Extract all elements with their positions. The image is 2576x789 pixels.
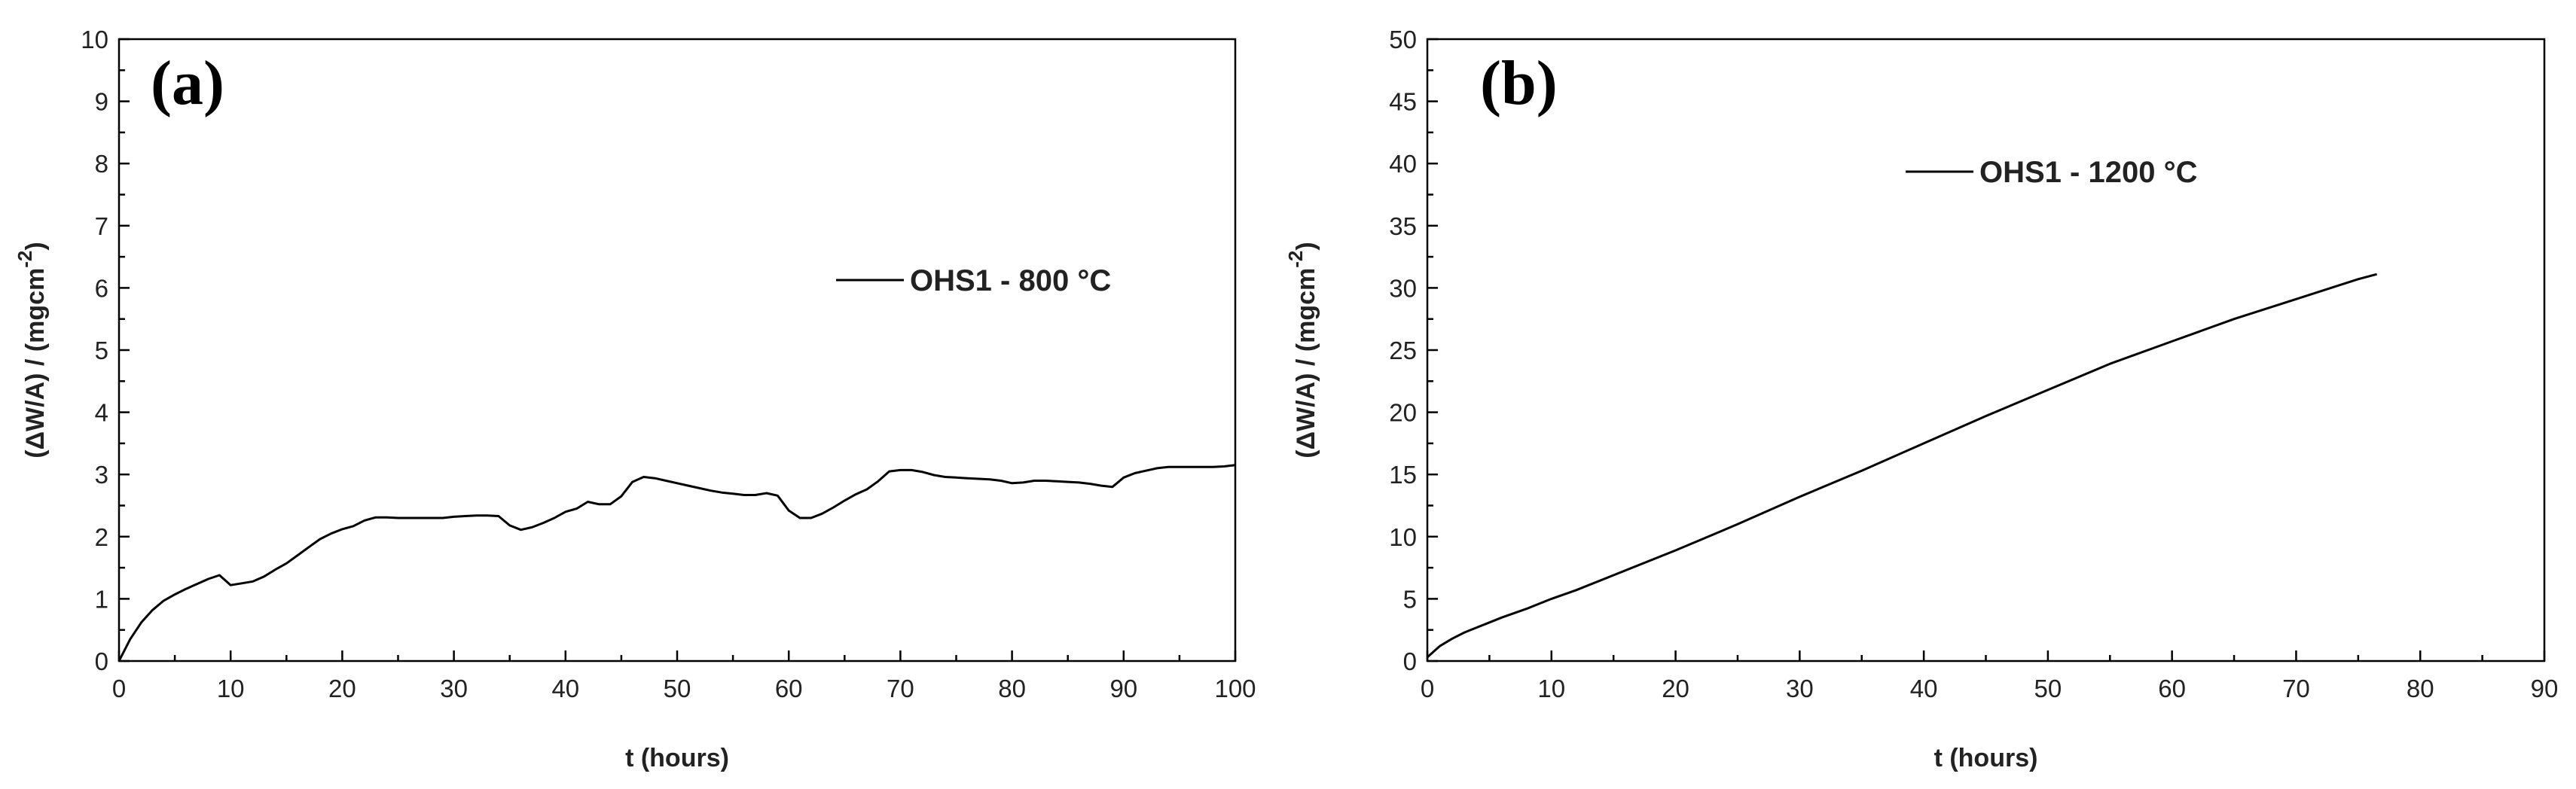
data-series-line — [118, 464, 1236, 662]
data-series-line — [1426, 273, 2377, 659]
x-tick-label: 0 — [112, 675, 126, 702]
y-tick-label: 50 — [1389, 26, 1417, 53]
chart-panel-b: 0 10 20 30 40 50 60 70 80 90 0 5 10 15 20 25 30 35 40 45 50 t… — [1284, 26, 2558, 772]
x-tick-label: 60 — [775, 675, 803, 702]
x-tick-label: 50 — [2034, 675, 2062, 702]
plot-frame — [1426, 38, 2546, 663]
x-tick-label: 10 — [217, 675, 245, 702]
y-tick-label: 45 — [1389, 88, 1417, 116]
x-tick-label: 70 — [2282, 675, 2310, 702]
panel-label: (b) — [1480, 48, 1558, 118]
y-tick-label: 6 — [95, 274, 108, 302]
y-tick-label: 25 — [1389, 337, 1417, 364]
x-tick-label: 30 — [1786, 675, 1814, 702]
y-tick-label: 1 — [95, 585, 108, 613]
y-axis-title: (ΔW/A) / (mgcm-2) — [14, 242, 50, 458]
x-tick-label: 40 — [551, 675, 579, 702]
y-tick-label: 9 — [95, 88, 108, 116]
legend-label: OHS1 - 1200 °C — [1979, 156, 2197, 189]
x-axis-title: t (hours) — [1934, 744, 2038, 772]
x-tick-label: 10 — [1537, 675, 1565, 702]
x-tick-label: 100 — [1214, 675, 1256, 702]
plot-frame — [118, 38, 1237, 663]
y-tick-label: 5 — [1403, 585, 1417, 613]
x-tick-label: 80 — [998, 675, 1026, 702]
y-tick-label: 20 — [1389, 399, 1417, 427]
x-tick-label: 80 — [2407, 675, 2434, 702]
y-tick-label: 10 — [1389, 523, 1417, 551]
chart-panel-a: 0 10 20 30 40 50 60 70 80 90 100 0 1 2 3 4 5 6 7 8 9 10 t (hou… — [14, 26, 1256, 772]
x-tick-label: 90 — [2531, 675, 2559, 702]
x-axis-title: t (hours) — [625, 744, 729, 772]
x-tick-label: 40 — [1910, 675, 1938, 702]
y-tick-label: 0 — [1403, 647, 1417, 675]
legend-label: OHS1 - 800 °C — [910, 264, 1111, 297]
x-tick-label: 20 — [328, 675, 356, 702]
y-tick-label: 40 — [1389, 150, 1417, 178]
y-tick-label: 5 — [95, 337, 108, 364]
y-tick-label: 8 — [95, 150, 108, 178]
x-tick-label: 70 — [887, 675, 914, 702]
x-tick-label: 90 — [1109, 675, 1137, 702]
y-tick-label: 10 — [81, 26, 108, 53]
y-tick-label: 7 — [95, 212, 108, 240]
x-tick-label: 20 — [1662, 675, 1689, 702]
y-tick-label: 15 — [1389, 461, 1417, 489]
y-tick-label: 3 — [95, 461, 108, 489]
x-tick-label: 0 — [1421, 675, 1434, 702]
y-tick-label: 4 — [95, 399, 108, 427]
y-tick-label: 35 — [1389, 212, 1417, 240]
x-tick-label: 60 — [2158, 675, 2186, 702]
x-tick-label: 50 — [664, 675, 691, 702]
x-tick-label: 30 — [440, 675, 468, 702]
y-tick-label: 30 — [1389, 274, 1417, 302]
panel-label: (a) — [151, 48, 224, 118]
y-tick-label: 0 — [95, 647, 108, 675]
y-tick-label: 2 — [95, 523, 108, 551]
y-axis-title: (ΔW/A) / (mgcm-2) — [1284, 242, 1320, 458]
